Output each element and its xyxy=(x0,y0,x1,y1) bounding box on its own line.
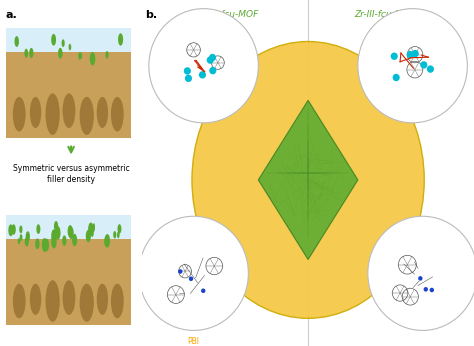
Ellipse shape xyxy=(46,280,60,322)
Text: b.: b. xyxy=(146,10,158,20)
Circle shape xyxy=(209,54,216,61)
Circle shape xyxy=(15,36,19,47)
Circle shape xyxy=(86,230,91,242)
Circle shape xyxy=(69,227,73,239)
Ellipse shape xyxy=(30,284,41,315)
Circle shape xyxy=(117,232,119,238)
Text: Zr-Me-fcu-MOF: Zr-Me-fcu-MOF xyxy=(192,10,258,19)
Circle shape xyxy=(105,51,109,58)
Circle shape xyxy=(90,52,95,65)
Circle shape xyxy=(407,51,414,58)
Circle shape xyxy=(427,65,434,73)
Text: Zr-Me: Zr-Me xyxy=(142,253,164,262)
Circle shape xyxy=(185,75,192,82)
Circle shape xyxy=(189,276,193,281)
Circle shape xyxy=(68,225,73,238)
Circle shape xyxy=(62,39,65,47)
Circle shape xyxy=(72,234,77,246)
Text: Zr-BI: Zr-BI xyxy=(456,253,474,262)
Circle shape xyxy=(25,237,29,247)
Circle shape xyxy=(80,52,82,59)
Circle shape xyxy=(368,216,474,330)
Circle shape xyxy=(429,288,434,292)
Circle shape xyxy=(54,221,58,231)
Ellipse shape xyxy=(46,93,60,135)
Circle shape xyxy=(29,48,34,58)
Circle shape xyxy=(69,44,71,51)
Circle shape xyxy=(104,236,109,247)
Circle shape xyxy=(391,53,398,60)
Circle shape xyxy=(411,50,419,57)
Circle shape xyxy=(113,231,116,238)
Circle shape xyxy=(24,49,28,58)
Circle shape xyxy=(9,224,13,236)
Circle shape xyxy=(19,234,22,241)
Circle shape xyxy=(55,226,61,240)
Text: PBI: PBI xyxy=(188,337,200,346)
Circle shape xyxy=(19,226,22,233)
Circle shape xyxy=(104,234,110,248)
Bar xyxy=(6,28,131,59)
Text: Zr-III-fcu-MOF: Zr-III-fcu-MOF xyxy=(354,10,415,19)
Circle shape xyxy=(207,56,214,64)
Ellipse shape xyxy=(97,284,108,315)
Circle shape xyxy=(199,71,206,79)
Circle shape xyxy=(201,289,205,293)
Circle shape xyxy=(92,223,95,230)
Ellipse shape xyxy=(97,97,108,128)
Circle shape xyxy=(35,238,40,249)
Circle shape xyxy=(18,238,20,244)
Circle shape xyxy=(36,224,40,234)
Text: Symmetric versus asymmetric
filler density: Symmetric versus asymmetric filler densi… xyxy=(13,164,129,184)
Circle shape xyxy=(42,238,46,247)
Ellipse shape xyxy=(80,97,94,135)
Circle shape xyxy=(392,74,400,81)
Bar xyxy=(6,52,131,138)
Circle shape xyxy=(358,9,467,123)
Text: a.: a. xyxy=(6,10,18,20)
Circle shape xyxy=(78,52,81,60)
Circle shape xyxy=(91,229,94,237)
Circle shape xyxy=(418,276,422,281)
Circle shape xyxy=(44,238,49,252)
Circle shape xyxy=(42,238,47,252)
Circle shape xyxy=(424,287,428,292)
Ellipse shape xyxy=(13,97,26,131)
Circle shape xyxy=(11,224,16,235)
Circle shape xyxy=(178,269,182,274)
Circle shape xyxy=(88,222,93,236)
Bar xyxy=(6,215,131,246)
Circle shape xyxy=(420,61,428,69)
Ellipse shape xyxy=(111,284,124,318)
Circle shape xyxy=(62,235,66,246)
Ellipse shape xyxy=(63,280,75,315)
Circle shape xyxy=(26,231,30,242)
Circle shape xyxy=(139,216,248,330)
Circle shape xyxy=(51,229,57,243)
Circle shape xyxy=(209,67,216,74)
Circle shape xyxy=(118,224,121,234)
Circle shape xyxy=(92,225,95,232)
Ellipse shape xyxy=(63,93,75,128)
Polygon shape xyxy=(258,100,358,260)
Ellipse shape xyxy=(13,284,26,318)
Ellipse shape xyxy=(111,97,124,131)
Circle shape xyxy=(118,33,123,46)
Ellipse shape xyxy=(192,42,424,318)
Bar xyxy=(6,239,131,325)
Circle shape xyxy=(184,67,191,75)
Ellipse shape xyxy=(80,284,94,322)
Circle shape xyxy=(149,9,258,123)
Ellipse shape xyxy=(30,97,41,128)
Circle shape xyxy=(51,235,57,248)
Circle shape xyxy=(58,48,63,59)
Circle shape xyxy=(51,34,56,46)
